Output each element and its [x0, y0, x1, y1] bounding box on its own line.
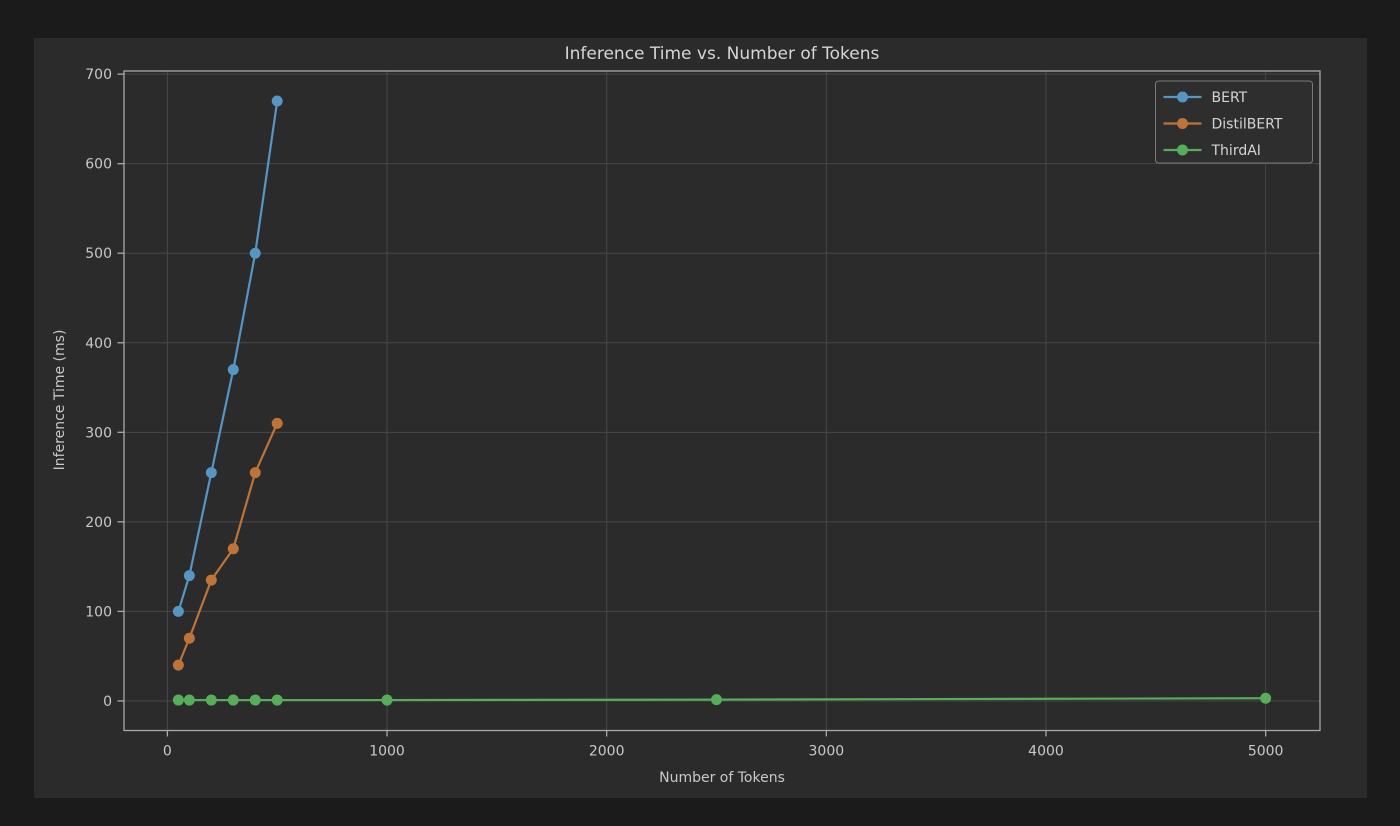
legend-label-distilbert: DistilBERT: [1212, 117, 1283, 133]
legend-swatch-marker-bert: [1177, 91, 1188, 103]
x-tick-label-4000: 4000: [1028, 744, 1064, 760]
distilbert-marker-400: [249, 467, 261, 479]
bert-marker-500: [271, 95, 283, 107]
bert-line: [177, 99, 279, 613]
y-tick-label-700: 700: [85, 67, 112, 83]
bert-marker-100: [183, 570, 195, 582]
legend-swatch-marker-distilbert: [1177, 118, 1188, 129]
figure-background: [34, 38, 1367, 798]
thirdai-marker-400: [249, 694, 261, 706]
thirdai-marker-500: [271, 694, 283, 706]
legend-label-bert: BERT: [1212, 90, 1248, 106]
thirdai-marker-300: [227, 694, 239, 706]
bert-marker-200: [205, 467, 217, 479]
legend-swatch-marker-thirdai: [1177, 144, 1188, 156]
plot-area: 0 1000 2000 3000 4000 5000 0 100 200 300 400 500 600…: [85, 67, 1321, 760]
distilbert-marker-300: [227, 543, 239, 555]
legend-item-bert: BERT: [1163, 90, 1248, 106]
distilbert-marker-200: [205, 574, 217, 586]
bert-marker-300: [227, 364, 239, 376]
legend-box: [1155, 80, 1313, 164]
thirdai-marker-5000: [1260, 692, 1272, 704]
distilbert-marker-100: [183, 632, 195, 644]
legend-item-thirdai: ThirdAI: [1163, 143, 1261, 159]
legend-item-distilbert: DistilBERT: [1163, 117, 1283, 133]
x-tick-label-0: 0: [163, 744, 172, 760]
distilbert-marker-50: [172, 659, 184, 671]
legend: BERT DistilBERT ThirdAI: [1155, 80, 1313, 164]
x-tick-label-3000: 3000: [809, 744, 845, 760]
bert-marker-400: [249, 247, 261, 259]
y-axis-label: Inference Time (ms): [52, 330, 68, 471]
distilbert-marker-500: [271, 417, 283, 429]
x-axis-label: Number of Tokens: [659, 770, 785, 786]
y-tick-label-500: 500: [85, 246, 112, 262]
x-tick-label-2000: 2000: [589, 744, 625, 760]
thirdai-marker-200: [205, 694, 217, 706]
y-tick-label-400: 400: [85, 336, 112, 352]
thirdai-marker-2500: [711, 694, 723, 706]
y-tick-label-200: 200: [85, 515, 112, 531]
x-tick-label-5000: 5000: [1248, 744, 1284, 760]
legend-label-thirdai: ThirdAI: [1211, 143, 1261, 159]
thirdai-marker-1000: [381, 694, 393, 706]
plot-spines: [123, 70, 1321, 732]
y-tick-label-100: 100: [85, 604, 112, 620]
x-tick-label-1000: 1000: [369, 744, 405, 760]
y-tick-label-300: 300: [85, 425, 112, 441]
thirdai-marker-100: [183, 694, 195, 706]
thirdai-marker-50: [172, 694, 184, 706]
y-tick-label-600: 600: [85, 157, 112, 173]
y-tick-label-0: 0: [103, 694, 112, 710]
bert-marker-50: [172, 605, 184, 617]
chart-title: Inference Time vs. Number of Tokens: [565, 44, 880, 64]
